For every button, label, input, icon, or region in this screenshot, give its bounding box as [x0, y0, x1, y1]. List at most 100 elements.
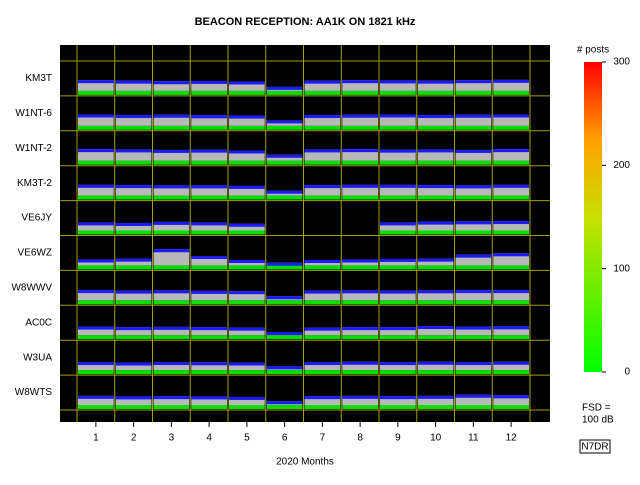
signal-top: [115, 185, 152, 189]
baseline: [229, 300, 265, 305]
baseline: [229, 405, 265, 409]
signal-bar: [78, 114, 114, 126]
signal-top: [229, 81, 265, 85]
signal-top: [78, 80, 114, 84]
signal-top: [455, 362, 492, 366]
signal-top: [417, 258, 454, 262]
signal-top: [115, 362, 152, 366]
baseline: [342, 335, 378, 340]
signal-bar: [153, 249, 190, 266]
signal-bar: [342, 327, 378, 336]
baseline: [78, 125, 114, 130]
signal-bar: [380, 149, 416, 161]
signal-bar: [115, 258, 152, 266]
signal-bar: [493, 253, 529, 266]
baseline: [493, 335, 529, 340]
signal-top: [229, 150, 265, 154]
signal-top: [342, 114, 378, 118]
baseline: [304, 160, 341, 165]
baseline: [304, 125, 341, 130]
baseline: [417, 230, 454, 235]
credit-box: [579, 439, 611, 454]
signal-bar: [493, 361, 529, 371]
signal-bar: [455, 114, 492, 126]
baseline: [455, 300, 492, 305]
signal-bar: [153, 81, 190, 91]
signal-top: [266, 366, 303, 370]
baseline: [380, 370, 416, 375]
baseline: [342, 265, 378, 270]
signal-bar: [380, 80, 416, 91]
baseline: [191, 125, 227, 130]
baseline: [417, 405, 454, 409]
signal-bar: [493, 221, 529, 231]
signal-top: [115, 258, 152, 262]
baseline: [304, 335, 341, 340]
signal-top: [493, 326, 529, 330]
baseline: [493, 370, 529, 375]
signal-top: [266, 296, 303, 300]
signal-top: [115, 222, 152, 226]
signal-top: [417, 149, 454, 153]
colorbar: [584, 62, 602, 372]
baseline: [115, 125, 152, 130]
signal-bar: [342, 290, 378, 301]
baseline: [342, 300, 378, 305]
signal-bar: [191, 327, 227, 336]
baseline: [191, 160, 227, 165]
baseline: [229, 335, 265, 340]
signal-bar: [455, 221, 492, 231]
signal-top: [78, 326, 114, 330]
signal-top: [380, 362, 416, 366]
baseline: [78, 265, 114, 270]
signal-top: [78, 259, 114, 263]
signal-top: [380, 184, 416, 188]
signal-top: [342, 327, 378, 331]
signal-bar: [417, 149, 454, 161]
signal-bar: [78, 80, 114, 91]
signal-bar: [380, 258, 416, 266]
signal-bar: [380, 290, 416, 301]
signal-bar: [455, 290, 492, 301]
signal-bar: [342, 361, 378, 371]
baseline: [417, 160, 454, 165]
baseline: [153, 90, 190, 95]
baseline: [191, 405, 227, 409]
baseline: [455, 335, 492, 340]
signal-top: [153, 396, 190, 400]
signal-top: [153, 362, 190, 366]
baseline: [115, 300, 152, 305]
baseline: [342, 405, 378, 409]
signal-bar: [417, 326, 454, 336]
signal-top: [380, 290, 416, 294]
signal-bar: [153, 185, 190, 196]
baseline: [304, 300, 341, 305]
baseline: [493, 195, 529, 200]
baseline: [229, 160, 265, 165]
signal-top: [266, 120, 303, 124]
signal-top: [493, 114, 529, 118]
baseline: [380, 230, 416, 235]
signal-bar: [304, 396, 341, 405]
signal-bar: [115, 396, 152, 405]
signal-bar: [417, 258, 454, 266]
signal-bar: [153, 114, 190, 126]
signal-bar: [191, 149, 227, 161]
signal-top: [153, 81, 190, 85]
signal-bar: [342, 114, 378, 126]
signal-bar: [493, 290, 529, 301]
signal-bar: [455, 149, 492, 161]
signal-top: [266, 401, 303, 405]
baseline: [78, 405, 114, 409]
signal-bar: [493, 149, 529, 161]
signal-top: [191, 185, 227, 189]
row-label: AC0C: [25, 317, 52, 328]
baseline: [493, 300, 529, 305]
baseline: [493, 265, 529, 270]
baseline: [115, 230, 152, 235]
signal-bar: [78, 149, 114, 161]
baseline: [153, 335, 190, 340]
baseline: [115, 370, 152, 375]
signal-top: [229, 327, 265, 331]
